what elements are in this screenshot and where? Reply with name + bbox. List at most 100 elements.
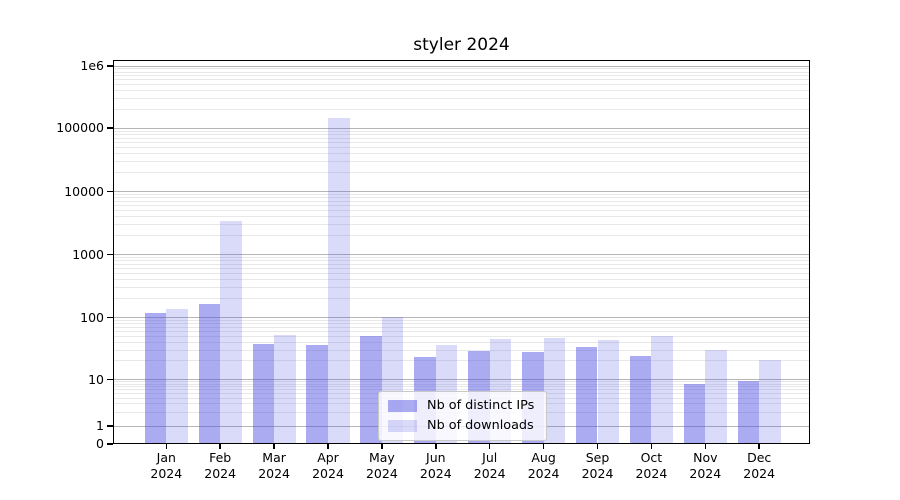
x-tick-label-oct: Oct 2024: [616, 450, 686, 481]
x-tick-label-jan: Jan 2024: [131, 450, 201, 481]
minor-gridline: [113, 389, 810, 391]
x-tick-year: 2024: [743, 465, 776, 481]
bar-apr-ips: [306, 344, 328, 444]
bar-sep-downloads: [597, 339, 620, 444]
y-tick-label: 100000: [56, 120, 104, 136]
bar-mar-ips: [252, 343, 275, 444]
y-tick-mark: [107, 127, 113, 129]
minor-gridline: [113, 98, 810, 100]
x-tick-month: Sep: [585, 450, 610, 465]
bar-nov-downloads: [705, 349, 727, 444]
y-tick-mark: [107, 316, 113, 319]
x-tick-year: 2024: [527, 465, 560, 481]
y-tick-mark: [107, 190, 113, 192]
minor-gridline: [113, 141, 810, 143]
major-gridline: [113, 127, 810, 129]
x-tick-mark: [758, 443, 760, 449]
x-tick-year: 2024: [689, 465, 722, 481]
minor-gridline: [113, 216, 810, 218]
x-tick-label-apr: Apr 2024: [293, 450, 363, 481]
major-gridline: [113, 379, 810, 380]
minor-gridline: [113, 279, 810, 281]
minor-gridline: [113, 75, 810, 77]
x-tick-label-sep: Sep 2024: [563, 450, 633, 481]
minor-gridline: [113, 235, 810, 237]
x-tick-month: May: [368, 450, 395, 465]
x-tick-label-may: May 2024: [347, 450, 417, 481]
minor-gridline: [113, 224, 810, 226]
x-tick-month: Jul: [482, 450, 498, 465]
minor-gridline: [113, 171, 810, 173]
y-tick-label: 1e6: [80, 58, 104, 73]
y-tick-mark: [107, 253, 113, 256]
x-tick-month: Apr: [317, 450, 339, 465]
minor-gridline: [113, 326, 810, 328]
x-tick-mark: [165, 443, 168, 449]
y-tick-mark: [107, 378, 113, 380]
x-tick-mark: [273, 443, 275, 449]
minor-gridline: [113, 71, 810, 73]
legend-swatch: [388, 399, 417, 412]
x-tick-year: 2024: [419, 465, 452, 481]
major-gridline: [113, 317, 810, 319]
minor-gridline: [113, 320, 810, 322]
bar-apr-downloads: [328, 117, 350, 444]
minor-gridline: [113, 330, 810, 332]
minor-gridline: [113, 335, 810, 337]
minor-gridline: [113, 200, 810, 202]
bar-may-ips: [360, 335, 382, 444]
bar-dec-downloads: [759, 360, 781, 444]
x-tick-year: 2024: [365, 465, 398, 481]
minor-gridline: [113, 133, 810, 135]
x-tick-label-feb: Feb 2024: [185, 450, 255, 481]
minor-gridline: [113, 360, 810, 362]
legend-item: Nb of downloads: [388, 418, 537, 433]
x-tick-month: Jan: [156, 450, 176, 465]
bar-sep-ips: [575, 347, 598, 444]
minor-gridline: [113, 146, 810, 148]
bar-jan-ips: [144, 313, 167, 444]
minor-gridline: [113, 268, 810, 270]
minor-gridline: [113, 210, 810, 212]
x-tick-label-nov: Nov 2024: [670, 450, 740, 481]
legend-label: Nb of downloads: [427, 418, 534, 433]
x-tick-mark: [435, 443, 437, 449]
minor-gridline: [113, 381, 810, 383]
minor-gridline: [113, 386, 810, 388]
bar-mar-downloads: [274, 334, 296, 444]
x-tick-mark: [488, 443, 491, 449]
y-tick-label: 10000: [64, 183, 104, 199]
minor-gridline: [113, 90, 810, 92]
x-tick-label-jun: Jun 2024: [401, 450, 471, 481]
minor-gridline: [113, 84, 810, 86]
x-tick-year: 2024: [312, 465, 344, 481]
minor-gridline: [113, 108, 810, 110]
x-tick-month: Nov: [693, 450, 718, 465]
x-tick-label-dec: Dec 2024: [724, 450, 794, 481]
bar-aug-downloads: [543, 337, 566, 444]
x-tick-label-mar: Mar 2024: [239, 450, 309, 481]
x-tick-month: Feb: [209, 450, 232, 465]
minor-gridline: [113, 341, 810, 343]
y-tick-label: 100: [80, 309, 104, 325]
legend-label: Nb of distinct IPs: [427, 398, 535, 413]
minor-gridline: [113, 68, 810, 70]
minor-gridline: [113, 260, 810, 262]
chart-title: styler 2024: [413, 35, 510, 55]
bar-jan-downloads: [166, 309, 188, 444]
x-tick-year: 2024: [204, 465, 237, 481]
major-gridline: [113, 65, 810, 67]
x-tick-month: Oct: [640, 450, 663, 465]
minor-gridline: [113, 273, 810, 275]
y-tick-label: 1000: [72, 246, 104, 262]
x-tick-month: Mar: [262, 450, 286, 465]
x-tick-year: 2024: [258, 465, 290, 481]
x-tick-month: Jun: [426, 450, 446, 465]
bar-nov-ips: [683, 383, 706, 444]
x-tick-month: Dec: [747, 450, 772, 465]
minor-gridline: [113, 79, 810, 81]
legend-swatch: [388, 419, 417, 432]
y-tick-mark: [107, 65, 113, 67]
x-tick-year: 2024: [473, 465, 506, 481]
minor-gridline: [113, 323, 810, 325]
